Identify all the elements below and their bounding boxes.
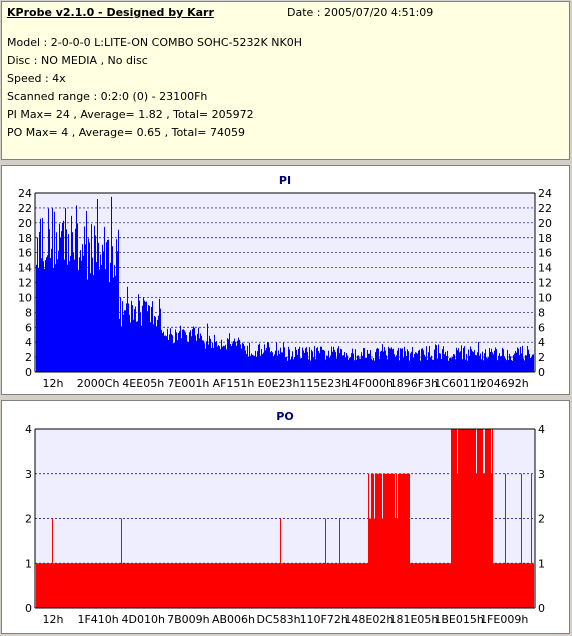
pi-y-tick-left: 14 (18, 262, 32, 275)
pi-x-tick: AF151h (213, 377, 255, 390)
po-x-tick: 4D010h (122, 613, 165, 626)
pi-x-tick: 2000Ch (77, 377, 120, 390)
po-x-tick: 110F72h (300, 613, 348, 626)
model-line: Model : 2-0-0-0 L:LITE-ON COMBO SOHC-523… (7, 36, 302, 49)
po-x-tick: 1BE015h (434, 613, 483, 626)
po-y-tick-right: 3 (538, 468, 545, 481)
pi-y-tick-right: 8 (538, 306, 545, 319)
pi-y-tick-right: 10 (538, 291, 552, 304)
pi-x-tick: 1C6011h (434, 377, 484, 390)
pi-stats-line: PI Max= 24 , Average= 1.82 , Total= 2059… (7, 108, 254, 121)
pi-y-tick-left: 24 (18, 187, 32, 200)
pi-x-tick: E0E23h (258, 377, 300, 390)
pi-bars (36, 196, 534, 372)
pi-y-tick-left: 18 (18, 232, 32, 245)
po-x-tick: DC583h (257, 613, 301, 626)
po-chart-title: PO (276, 410, 293, 423)
pi-chart-title: PI (279, 174, 291, 187)
info-panel: KProbe v2.1.0 - Designed by Karr Date : … (1, 1, 570, 160)
po-chart: PO 0 0 1 1 2 2 3 3 4 4 12h 1F410h 4D010h 7B009h AB006h D… (25, 410, 545, 626)
pi-y-tick-left: 8 (25, 306, 32, 319)
disc-line: Disc : NO MEDIA , No disc (7, 54, 148, 67)
app-title: KProbe v2.1.0 - Designed by Karr (7, 6, 214, 19)
po-y-tick-right: 2 (538, 513, 545, 526)
pi-y-tick-right: 12 (538, 277, 552, 290)
po-x-tick: 1FE009h (480, 613, 528, 626)
pi-y-tick-left: 20 (18, 217, 32, 230)
pi-y-tick-right: 24 (538, 187, 552, 200)
po-y-tick-left: 0 (25, 602, 32, 615)
po-y-tick-right: 4 (538, 423, 545, 436)
po-bars (36, 429, 534, 608)
pi-y-tick-left: 10 (18, 291, 32, 304)
pi-x-tick: 14F000h (345, 377, 393, 390)
pi-y-tick-left: 2 (25, 351, 32, 364)
pi-chart-panel: PI 0 0 2 2 4 4 6 6 8 8 10 10 12 12 14 14 16 16 18 18 20 20 22 22… (1, 165, 570, 395)
po-y-tick-right: 1 (538, 557, 545, 570)
po-x-tick: 1F410h (77, 613, 118, 626)
po-chart-panel: PO 0 0 1 1 2 2 3 3 4 4 12h 1F410h 4D010h 7B009h AB006h D… (1, 400, 570, 634)
pi-x-tick: 1896F3h (390, 377, 438, 390)
speed-line: Speed : 4x (7, 72, 66, 85)
po-y-tick-left: 4 (25, 423, 32, 436)
po-x-tick: 12h (43, 613, 64, 626)
pi-y-tick-right: 6 (538, 321, 545, 334)
po-stats-line: PO Max= 4 , Average= 0.65 , Total= 74059 (7, 126, 245, 139)
po-y-tick-left: 2 (25, 513, 32, 526)
pi-x-tick: 7E001h (167, 377, 209, 390)
pi-y-tick-right: 16 (538, 247, 552, 260)
pi-bar-series (36, 196, 534, 372)
pi-y-tick-right: 22 (538, 202, 552, 215)
pi-y-tick-left: 16 (18, 247, 32, 260)
po-y-tick-right: 0 (538, 602, 545, 615)
po-x-tick: AB006h (212, 613, 255, 626)
po-y-tick-left: 3 (25, 468, 32, 481)
po-bar-series (36, 429, 534, 608)
po-x-tick: 7B009h (167, 613, 210, 626)
pi-y-tick-right: 14 (538, 262, 552, 275)
pi-x-tick: 115E23h (299, 377, 348, 390)
scan-date: Date : 2005/07/20 4:51:09 (287, 6, 434, 19)
range-line: Scanned range : 0:2:0 (0) - 23100Fh (7, 90, 208, 103)
pi-y-tick-left: 4 (25, 336, 32, 349)
po-x-tick: 148E02h (344, 613, 393, 626)
pi-y-tick-left: 12 (18, 277, 32, 290)
pi-y-tick-right: 0 (538, 366, 545, 379)
pi-y-tick-right: 20 (538, 217, 552, 230)
pi-x-tick: 204692h (480, 377, 529, 390)
pi-y-tick-right: 18 (538, 232, 552, 245)
po-y-tick-left: 1 (25, 557, 32, 570)
pi-x-tick: 12h (43, 377, 64, 390)
pi-y-tick-left: 0 (25, 366, 32, 379)
pi-y-tick-left: 22 (18, 202, 32, 215)
pi-y-tick-left: 6 (25, 321, 32, 334)
pi-x-tick: 4EE05h (122, 377, 164, 390)
pi-y-tick-right: 4 (538, 336, 545, 349)
po-x-tick: 181E05h (389, 613, 438, 626)
pi-y-tick-right: 2 (538, 351, 545, 364)
